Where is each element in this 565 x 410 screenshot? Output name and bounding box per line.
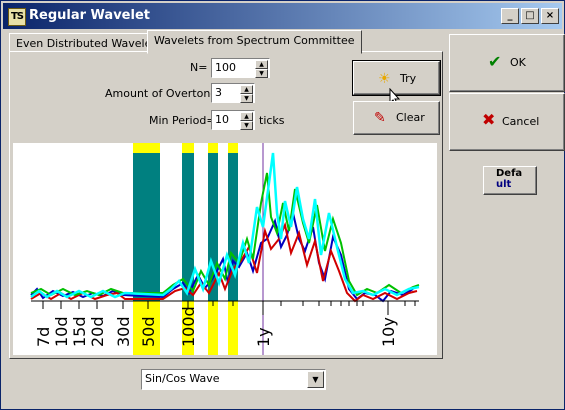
min-period-stepper[interactable]: 10 ▲ ▼ — [211, 110, 255, 130]
try-button[interactable]: ☀ Try — [352, 60, 441, 107]
wave-type-value: Sin/Cos Wave — [145, 372, 220, 385]
wave-type-select[interactable]: Sin/Cos Wave ▼ — [141, 369, 326, 390]
wavelet-spectrum-chart[interactable]: 7d 10d 15d 20d 30d 50d 100d 1y 10y — [13, 143, 437, 355]
n-label: N= — [190, 61, 208, 74]
default-button[interactable]: Defa ult — [483, 166, 537, 195]
min-period-value[interactable]: 10 — [215, 113, 229, 126]
dropdown-arrow-icon[interactable]: ▼ — [307, 371, 324, 388]
min-period-unit: ticks — [259, 114, 285, 127]
close-icon[interactable]: × — [541, 8, 559, 24]
highlight-bands — [133, 143, 238, 355]
default-label-top: Defa — [496, 168, 523, 179]
stepper-arrows-icon[interactable]: ▲ ▼ — [255, 60, 268, 78]
stepper-arrows-icon[interactable]: ▲ ▼ — [240, 85, 253, 103]
default-label-bottom: ult — [496, 179, 512, 190]
sun-icon: ☀ — [378, 71, 391, 87]
tick-label: 15d — [70, 316, 89, 347]
eraser-icon: ✎ — [374, 110, 386, 126]
clear-label: Clear — [396, 111, 425, 124]
min-period-label: Min Period= — [149, 114, 216, 127]
cancel-label: Cancel — [502, 115, 540, 128]
app-icon: TS — [8, 8, 26, 26]
overtones-value[interactable]: 3 — [215, 86, 222, 99]
window-title: Regular Wavelet — [29, 8, 150, 23]
tab-spectrum-committee[interactable]: Wavelets from Spectrum Committee — [147, 30, 362, 54]
ok-button[interactable]: ✔ OK — [449, 34, 565, 92]
title-bar[interactable]: TS Regular Wavelet _ □ × — [3, 3, 562, 29]
tick-label: 10y — [379, 317, 398, 347]
spectrum-lines — [30, 152, 420, 303]
tab-even-distributed[interactable]: Even Distributed Wavelets — [9, 33, 169, 54]
try-label: Try — [400, 72, 417, 85]
overtones-label: Amount of Overtones — [105, 87, 223, 100]
tick-label: 20d — [88, 316, 107, 347]
tick-label: 10d — [52, 316, 71, 347]
tick-label: 7d — [34, 327, 53, 347]
tick-label: 1y — [254, 327, 273, 347]
n-stepper[interactable]: 100 ▲ ▼ — [211, 58, 270, 78]
chart-svg: 7d 10d 15d 20d 30d 50d 100d 1y 10y — [30, 143, 420, 355]
overtones-stepper[interactable]: 3 ▲ ▼ — [211, 83, 255, 103]
tick-label: 50d — [139, 316, 158, 347]
cancel-button[interactable]: ✖ Cancel — [449, 93, 565, 151]
maximize-icon[interactable]: □ — [521, 8, 539, 24]
stepper-arrows-icon[interactable]: ▲ ▼ — [240, 112, 253, 130]
checkmark-icon: ✔ — [488, 52, 502, 71]
minimize-icon[interactable]: _ — [501, 8, 519, 24]
x-mark-icon: ✖ — [482, 110, 496, 129]
x-axis: 7d 10d 15d 20d 30d 50d 100d 1y 10y — [31, 300, 419, 347]
tick-label: 30d — [114, 316, 133, 347]
n-value[interactable]: 100 — [215, 61, 236, 74]
ok-label: OK — [510, 56, 526, 69]
clear-button[interactable]: ✎ Clear — [353, 101, 440, 135]
tick-label: 100d — [179, 306, 198, 347]
